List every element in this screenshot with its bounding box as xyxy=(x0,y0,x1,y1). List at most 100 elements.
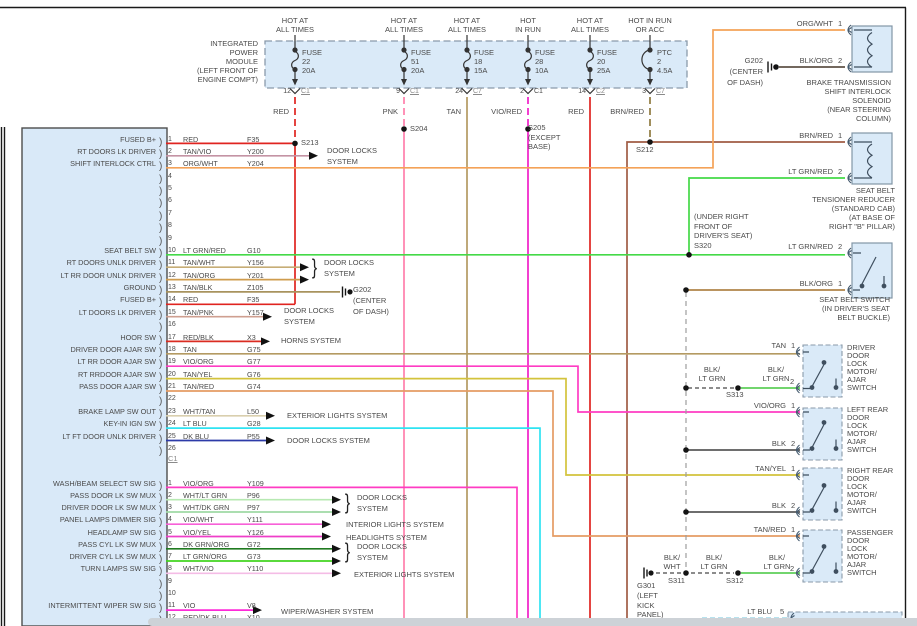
connector-pin-row: WASH/BEAM SELECT SW SIG 1 VIO/ORG Y109 xyxy=(53,479,302,492)
connector-pin-row: PANEL LAMPS DIMMER SIG 4 VIO/WHT Y111 xyxy=(60,515,302,528)
arrow-c1p25 xyxy=(266,436,275,445)
pin-function-label: LT RR DOOR UNLK DRIVER xyxy=(60,270,156,280)
horizontal-scrollbar[interactable] xyxy=(148,618,917,626)
hot-label: HOT AT ALL TIMES xyxy=(385,16,423,34)
pin-socket-icon xyxy=(159,186,162,197)
fuse-word: PTC xyxy=(657,48,672,57)
pin-function-label: PANEL LAMPS DIMMER SIG xyxy=(59,515,156,525)
pin-socket-icon xyxy=(159,603,162,614)
leftrear-door-name: LEFT REAR DOOR LOCK MOTOR/ AJAR SWITCH xyxy=(847,405,889,454)
circuit-code: Y157 xyxy=(247,307,264,317)
solenoid-pin1-num: 1 xyxy=(838,19,843,28)
pin-socket-icon xyxy=(159,310,162,321)
rightrear-pin2-num: 2 xyxy=(791,501,796,510)
circuit-code: Y110 xyxy=(247,564,264,574)
connector-pin-row: 5 xyxy=(162,185,302,197)
pin-function-label: PASS DOOR AJAR SW xyxy=(79,382,156,391)
pin-socket-icon xyxy=(159,335,162,346)
brace-icon: } xyxy=(311,256,318,279)
wire-color-label: WHT/TAN xyxy=(183,406,216,416)
pin-number: 10 xyxy=(168,246,176,254)
connector-entries xyxy=(790,24,852,624)
solenoid-name: BRAKE TRANSMISSION SHIFT INTERLOCK SOLEN… xyxy=(806,78,891,123)
ground-g301-dot xyxy=(648,570,654,576)
pin-function-label: PASS CYL LK SW MUX xyxy=(78,539,156,549)
connector-code: C1 xyxy=(301,88,310,95)
passenger-door-lock-motor-box xyxy=(802,529,843,583)
wire-color-label: TAN/RED xyxy=(183,382,215,391)
pin-number: 9 xyxy=(168,577,172,585)
ground-g301-label: G301 (LEFT KICK PANEL) xyxy=(637,581,664,620)
arrow-c2p11 xyxy=(253,606,262,615)
passenger-pin2-num: 2 xyxy=(790,564,795,573)
ground-glyphs xyxy=(341,61,773,579)
pin-socket-icon xyxy=(159,493,162,504)
connector-pin-row: BRAKE LAMP SW OUT 23 WHT/TAN L50 xyxy=(78,406,302,420)
pin-function-label: GROUND xyxy=(123,283,156,292)
connector-pin-row: 6 xyxy=(162,197,302,209)
entry-passenger-2 xyxy=(795,567,801,579)
fuse-28-symbol xyxy=(522,35,534,95)
arrow-c1p11 xyxy=(300,263,309,272)
pin-socket-icon xyxy=(159,384,162,395)
pin-number: 9 xyxy=(396,88,400,95)
splice-s320-dot xyxy=(686,252,692,258)
connector-c2-rows: WASH/BEAM SELECT SW SIG 1 VIO/ORG Y109 P… xyxy=(48,479,302,626)
splice-s212-dot xyxy=(647,139,653,145)
fuse-18-symbol xyxy=(461,35,473,95)
fuse-number: 51 xyxy=(411,57,420,66)
pin-socket-icon xyxy=(159,566,162,577)
driver-pin1-wire: TAN xyxy=(771,341,786,350)
fuse-word: FUSE xyxy=(597,48,618,57)
circuit-code: G76 xyxy=(247,369,261,379)
system-door-locks-c2p2: DOOR LOCKS SYSTEM xyxy=(357,493,408,513)
pin-socket-icon xyxy=(159,236,162,247)
splice-dots xyxy=(292,64,779,576)
connector-pin-row: INTERMITTENT WIPER SW SIG 11 VIO V8 xyxy=(48,601,302,614)
solenoid-coil-icon xyxy=(854,29,874,68)
fuse-number: 18 xyxy=(474,57,483,66)
fuse-symbols xyxy=(289,35,656,95)
connector-pin-row: FUSED B+ 1 RED F35 xyxy=(120,135,302,148)
circuit-code: G75 xyxy=(247,344,261,354)
wire-brnred xyxy=(626,141,845,618)
left-module-box xyxy=(21,127,168,626)
ptc-2-symbol xyxy=(641,35,656,95)
passenger-pin1-wire: TAN/RED xyxy=(753,525,786,534)
tensioner-coil-icon xyxy=(854,141,874,179)
splice-s312-dot xyxy=(735,570,741,576)
pin-socket-icon xyxy=(159,211,162,222)
connector-code: C2 xyxy=(596,88,605,95)
pin-function-label: DRIVER DOOR AJAR SW xyxy=(70,344,156,354)
splice-s213-label: S213 xyxy=(301,138,319,147)
tensioner-pin2-wire: LT GRN/RED xyxy=(788,167,833,176)
circuit-code: Y111 xyxy=(247,515,263,525)
circuit-code: G10 xyxy=(247,245,261,255)
wire-color-label: RED xyxy=(183,295,199,305)
wire-color-label: TAN/YEL xyxy=(183,369,213,379)
pin-socket-icon xyxy=(159,297,162,308)
circuit-code: X3 xyxy=(247,332,256,342)
pin-socket-icon xyxy=(159,554,162,565)
seat-belt-tensioner-box xyxy=(851,132,893,185)
pin-number: 9 xyxy=(168,234,172,242)
rightrear-door-name: RIGHT REAR DOOR LOCK MOTOR/ AJAR SWITCH xyxy=(847,466,894,515)
fuse-22-symbol xyxy=(289,35,301,95)
circuit-code: L50 xyxy=(247,406,259,416)
passenger-pin2-wire-left: BLK/ WHT xyxy=(663,553,681,571)
pin-number: 7 xyxy=(168,553,172,561)
system-headlights: HEADLIGHTS SYSTEM xyxy=(346,533,427,542)
circuit-code: Y200 xyxy=(247,146,264,156)
pin-socket-icon xyxy=(159,285,162,296)
fuse-rating: 25A xyxy=(597,66,611,75)
wire-name: TAN xyxy=(446,107,461,116)
connector-pin-row: LT RR DOOR UNLK DRIVER 12 TAN/ORG Y201 xyxy=(61,271,302,284)
junction-dot-3 xyxy=(683,447,689,453)
arrow-c1p15 xyxy=(263,312,272,321)
circuit-code: G77 xyxy=(247,357,261,367)
arrow-c1p2 xyxy=(309,151,318,160)
system-exterior-c2p8: EXTERIOR LIGHTS SYSTEM xyxy=(354,570,455,579)
system-horns: HORNS SYSTEM xyxy=(281,336,342,345)
pin-function-label: FUSED B+ xyxy=(120,295,156,305)
